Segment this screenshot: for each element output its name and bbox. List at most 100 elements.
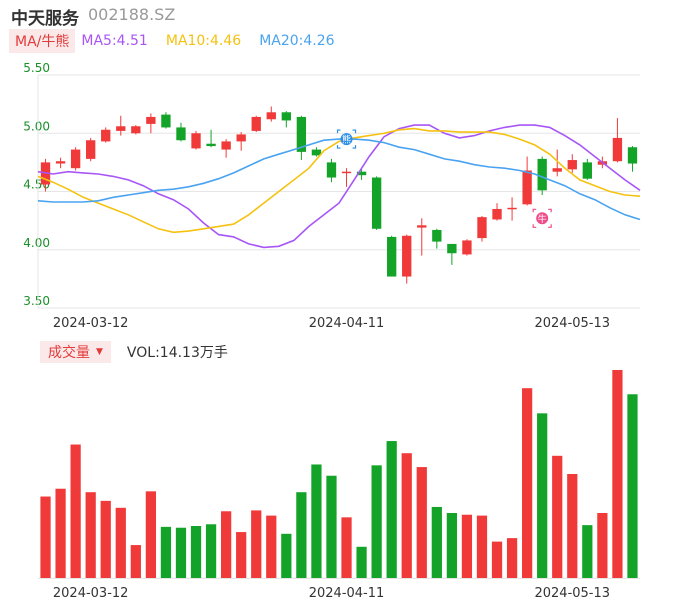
candle-down — [537, 158, 547, 191]
candle-up — [236, 134, 246, 142]
line-ma5 — [37, 124, 641, 249]
volume-bar-down — [446, 513, 457, 578]
date-tick-label: 2024-04-11 — [309, 316, 385, 331]
candle-down — [281, 112, 291, 121]
volume-bar-up — [612, 370, 623, 578]
volume-bar-up — [567, 474, 578, 578]
candle-up — [116, 126, 126, 131]
volume-bar-up — [251, 510, 262, 578]
volume-bar-up — [100, 500, 111, 578]
volume-bar-up — [461, 514, 473, 578]
volume-bar-down — [175, 527, 187, 578]
volume-bar-up — [341, 517, 352, 578]
candle-down — [447, 243, 457, 254]
volume-toggle-button[interactable]: 成交量 ▼ — [40, 341, 111, 363]
candle-up — [522, 170, 532, 205]
volume-bar-up — [130, 545, 141, 578]
ma10-label: MA10:4.46 — [165, 33, 242, 49]
price-tick-label: 5.00 — [23, 119, 50, 133]
volume-bar-down — [371, 465, 382, 578]
signal-bracket — [532, 208, 537, 213]
volume-bar-up — [522, 388, 533, 578]
volume-bar-up — [401, 453, 412, 578]
volume-bar-up — [552, 455, 563, 578]
candle-down — [582, 162, 592, 179]
candle-down — [296, 116, 307, 152]
stock-name: 中天服务 — [11, 9, 79, 29]
candle-down — [326, 162, 337, 178]
volume-bar-up — [416, 467, 427, 578]
candle-up — [101, 129, 111, 142]
candle-down — [432, 229, 442, 242]
stock-code: 002188.SZ — [88, 5, 176, 24]
signal-dot — [536, 212, 549, 225]
volume-value: VOL:14.13万手 — [126, 345, 228, 361]
volume-bar-up — [476, 515, 488, 578]
line-ma20 — [37, 138, 641, 221]
candle-up — [507, 207, 517, 210]
volume-bar-up — [70, 444, 81, 578]
volume-bar-up — [597, 513, 608, 578]
signal-bracket — [352, 145, 357, 149]
candle-up — [131, 126, 141, 134]
candle-up — [552, 168, 562, 172]
date-tick-label: 2024-05-13 — [534, 316, 610, 331]
signal-bracket — [336, 145, 341, 149]
volume-bar-down — [537, 413, 548, 578]
date-tick-label: 2024-05-13 — [534, 586, 610, 601]
date-tick-label: 2024-04-11 — [309, 586, 385, 601]
signal-dot — [340, 133, 353, 146]
signal-label: 牛 — [538, 213, 547, 225]
candle-up — [402, 235, 412, 277]
candle-up — [146, 116, 156, 124]
ma-legend: MA/牛熊 MA5:4.51 MA10:4.46 MA20:4.26 — [9, 29, 353, 53]
candle-up — [492, 208, 502, 220]
volume-bar-up — [85, 492, 96, 578]
volume-bar-down — [311, 464, 322, 578]
volume-bar-down — [431, 506, 442, 578]
candle-up — [221, 141, 231, 150]
candle-up — [341, 171, 352, 174]
candle-up — [55, 161, 66, 164]
candle-down — [387, 236, 397, 277]
ma-toggle-button[interactable]: MA/牛熊 — [9, 29, 76, 53]
signal-bracket — [548, 224, 552, 228]
volume-chart: 2024-03-12 2024-04-11 2024-05-13 — [38, 370, 640, 601]
caret-down-icon: ▼ — [96, 347, 103, 357]
volume-bar-down — [296, 492, 307, 578]
candle-down — [371, 177, 382, 229]
candle-up — [417, 225, 427, 228]
candle-down — [161, 114, 171, 128]
candle-down — [311, 149, 322, 156]
date-tick-label: 2024-03-12 — [53, 586, 129, 601]
volume-legend: 成交量 ▼ VOL:14.13万手 — [40, 341, 228, 363]
volume-bar-up — [266, 515, 277, 578]
candle-up — [462, 240, 472, 255]
candle-down — [206, 143, 216, 147]
volume-bar-up — [221, 511, 232, 578]
price-tick-label: 3.50 — [23, 294, 50, 308]
volume-bar-down — [386, 441, 397, 578]
line-ma10 — [37, 127, 641, 234]
date-tick-label: 2024-03-12 — [53, 316, 129, 331]
volume-bar-down — [582, 525, 593, 578]
volume-bar-up — [236, 532, 247, 578]
bear-signal-marker: 熊 — [336, 129, 357, 149]
volume-bar-up — [491, 541, 503, 578]
volume-bar-up — [145, 491, 156, 578]
volume-bar-down — [205, 524, 217, 578]
volume-bar-down — [281, 533, 292, 578]
volume-bar-up — [115, 507, 126, 578]
signal-bracket — [336, 129, 341, 134]
candle-up — [191, 133, 201, 149]
candle-up — [251, 116, 261, 131]
volume-bar-down — [160, 526, 172, 578]
signal-label: 熊 — [342, 134, 351, 146]
price-tick-label: 4.00 — [23, 236, 50, 250]
volume-bar-down — [627, 394, 638, 578]
candle-down — [356, 171, 367, 176]
candle-down — [176, 127, 186, 141]
bull-signal-marker: 牛 — [532, 208, 552, 228]
candle-up — [86, 140, 96, 159]
